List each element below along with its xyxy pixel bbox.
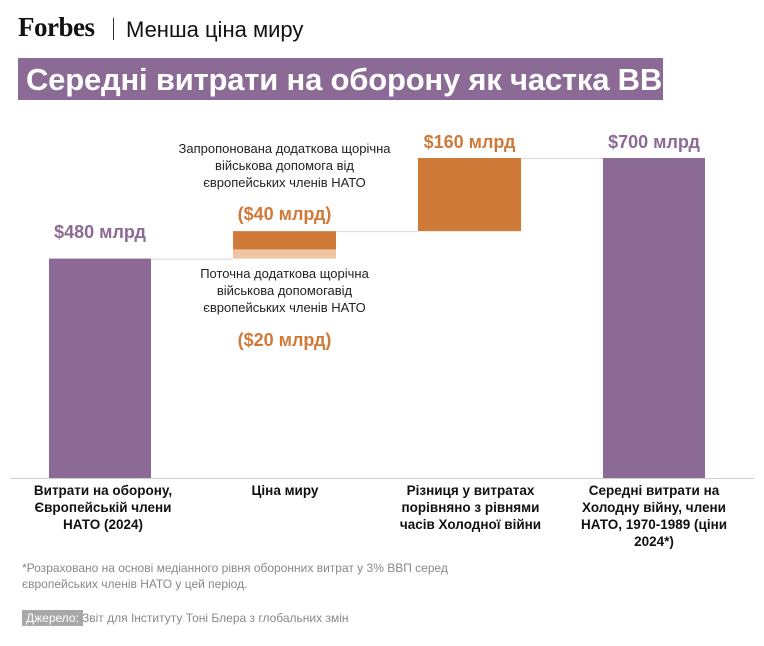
chart-title: Середні витрати на оборону як частка ВВП	[26, 62, 685, 97]
category-label-3: Середні витрати на Холодну війну, члени …	[580, 483, 728, 549]
bar-3	[418, 158, 521, 232]
bar-0	[49, 258, 151, 478]
value-label-3: $160 млрд	[424, 132, 516, 152]
bar-1	[233, 249, 336, 259]
category-label-1: Ціна миру	[251, 483, 319, 498]
annotation-1-line-2: європейських членів НАТО	[203, 300, 366, 315]
value-label-0: $480 млрд	[54, 222, 146, 242]
source-text: Звіт для Інституту Тоні Блера з глобальн…	[82, 611, 349, 625]
source-label: Джерело:	[22, 610, 83, 626]
category-label-2: Різниця у витратах порівняно з рівнями ч…	[399, 483, 542, 532]
section-title: Менша ціна миру	[126, 17, 304, 42]
annotation-0-line-0: Запропонована додаткова щорічна	[178, 141, 391, 156]
category-label-0: Витрати на оборону, Європейській члени Н…	[33, 483, 173, 532]
title-background	[18, 58, 663, 100]
annotation-0-line-2: європейських членів НАТО	[203, 175, 366, 190]
annotation-1-line-0: Поточна додаткова щорічна	[200, 266, 369, 281]
bar-4	[603, 158, 705, 478]
annotation-1: Поточна додаткова щорічна військова допом…	[200, 266, 369, 315]
value-label-2: ($20 млрд)	[238, 330, 332, 350]
annotation-0-line-1: військова допомога від	[215, 158, 354, 173]
footnote: *Розраховано на основі медіанного рівня …	[22, 561, 448, 591]
value-label-4: $700 млрд	[608, 132, 700, 152]
forbes-logo: Forbes	[18, 12, 95, 42]
annotation-0: Запропонована додаткова щорічна військова…	[178, 141, 391, 190]
header-divider	[113, 18, 114, 40]
value-label-1: ($40 млрд)	[238, 204, 332, 224]
annotation-1-line-1: військова допомогавід	[217, 283, 353, 298]
bar-2	[233, 231, 336, 250]
